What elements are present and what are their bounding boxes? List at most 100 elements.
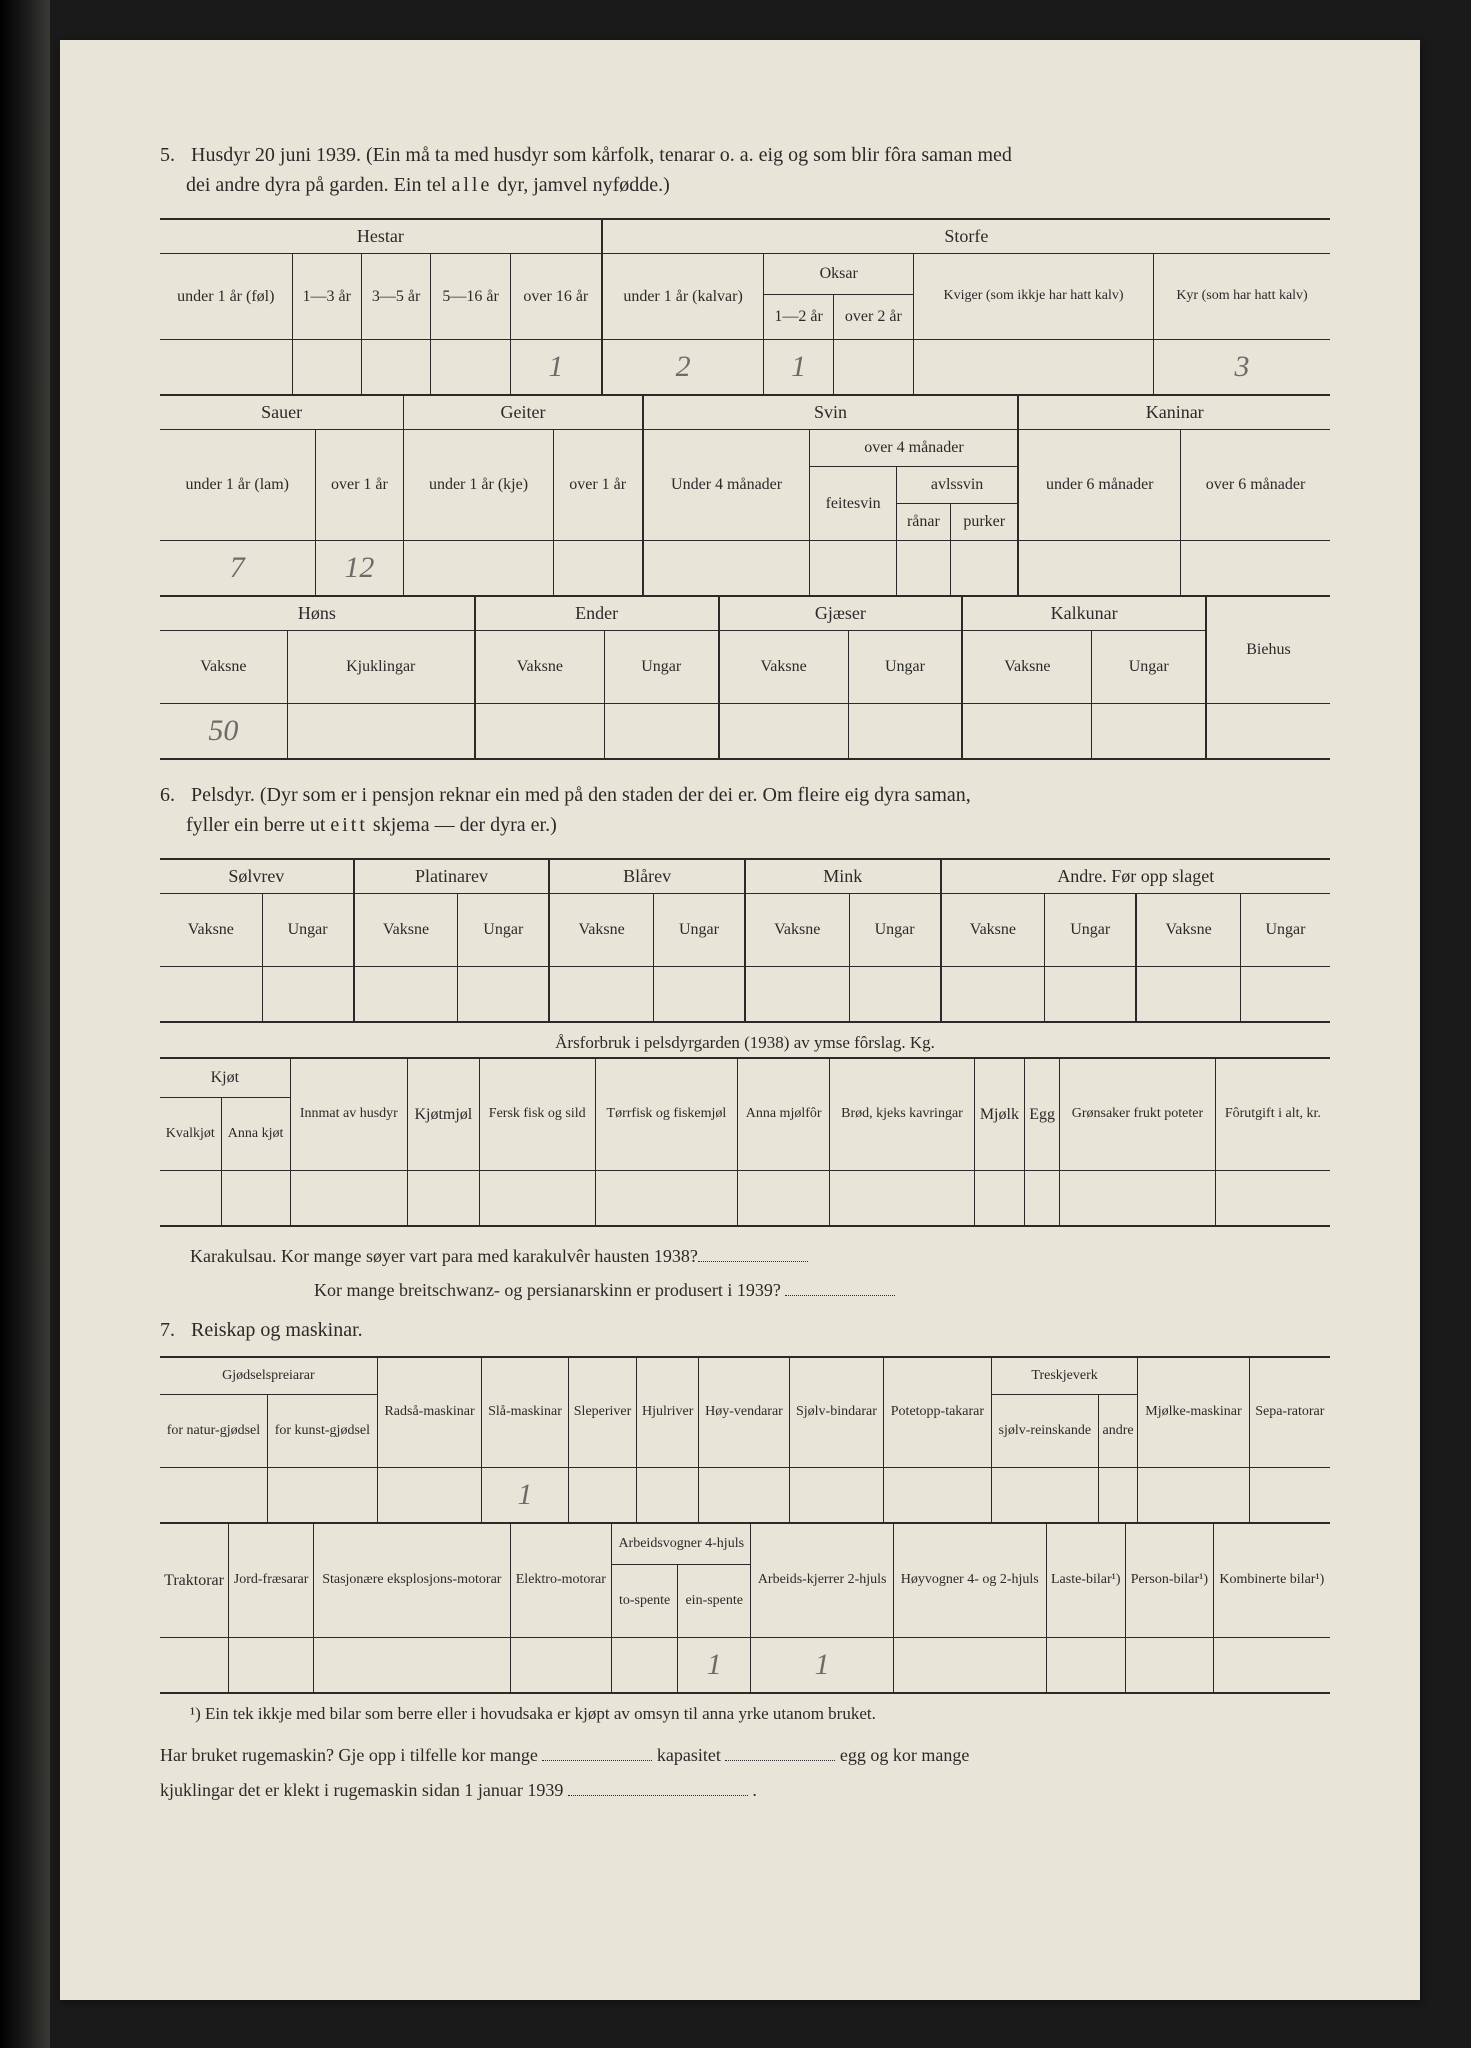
v-fersk	[479, 1171, 595, 1227]
section-7-number: 7.	[160, 1319, 186, 1342]
v-treska	[1098, 1468, 1138, 1524]
v-ein: 1	[678, 1638, 751, 1694]
c-pv: Vaksne	[354, 894, 458, 967]
val-hest-13	[292, 340, 361, 396]
col-geit-o1: over 1 år	[553, 430, 643, 541]
v-laste	[1046, 1638, 1125, 1694]
col-ev: Vaksne	[475, 631, 605, 704]
table-hons: Høns Ender Gjæser Kalkunar Biehus Vaksne…	[160, 597, 1330, 760]
c-bu: Ungar	[653, 894, 745, 967]
karakul-q2: Kor mange breitschwanz- og persianarskin…	[314, 1280, 781, 1300]
c-jord: Jord-fræsarar	[229, 1524, 314, 1638]
c-arb4: Arbeidsvogner 4-hjuls	[612, 1524, 751, 1565]
v-person	[1125, 1638, 1213, 1694]
fill-r1	[542, 1744, 652, 1761]
v-a1u	[1045, 967, 1137, 1023]
val-kan-o6	[1181, 541, 1330, 597]
v-annamj	[738, 1171, 830, 1227]
col-oksar: Oksar	[764, 254, 914, 295]
c-kjot: Kjøt	[160, 1058, 290, 1098]
c-person: Person-bilar¹)	[1125, 1524, 1213, 1638]
table-feed: Kjøt Innmat av husdyr Kjøtmjøl Fersk fis…	[160, 1057, 1330, 1227]
c-kval: Kvalkjøt	[160, 1098, 221, 1171]
v-mjolk	[974, 1171, 1024, 1227]
v-jord	[229, 1638, 314, 1694]
c-anna: Anna kjøt	[221, 1098, 290, 1171]
col-hest-o16: over 16 år	[510, 254, 601, 340]
section-7-title: Reiskap og maskinar.	[191, 1319, 363, 1341]
fill-r2	[725, 1744, 835, 1761]
section-6-text-line2a: fyller ein berre ut	[186, 814, 330, 836]
c-pu: Ungar	[458, 894, 550, 967]
v-hoyv	[893, 1638, 1046, 1694]
v-innmat	[290, 1171, 407, 1227]
v-komb	[1213, 1638, 1330, 1694]
col-hest-516: 5—16 år	[431, 254, 511, 340]
v-slaa: 1	[482, 1468, 569, 1524]
grp-plat: Platinarev	[354, 859, 550, 894]
karakul-q1: Karakulsau. Kor mange søyer vart para me…	[190, 1246, 698, 1266]
val-hest-516	[431, 340, 511, 396]
c-torr: Tørrfisk og fiskemjøl	[595, 1058, 737, 1171]
section-5-number: 5.	[160, 140, 186, 170]
val-hest-o16: 1	[510, 340, 601, 396]
v-mv	[745, 967, 849, 1023]
val-hest-u1	[160, 340, 292, 396]
v-kunst	[267, 1468, 377, 1524]
col-feit: feitesvin	[810, 467, 896, 541]
c-gron: Grønsaker frukt poteter	[1060, 1058, 1216, 1171]
col-oksar-o2: over 2 år	[833, 295, 913, 340]
v-pu	[458, 967, 550, 1023]
col-hest-35: 3—5 år	[361, 254, 430, 340]
section-5-heading: 5. Husdyr 20 juni 1939. (Ein må ta med h…	[160, 140, 1330, 200]
fill-r3	[568, 1778, 748, 1795]
col-sau-u1: under 1 år (lam)	[160, 430, 315, 541]
v-potet	[884, 1468, 992, 1524]
c-mu: Ungar	[849, 894, 941, 967]
c-hoyv: Høyvogner 4- og 2-hjuls	[893, 1524, 1046, 1638]
c-laste: Laste-bilar¹)	[1046, 1524, 1125, 1638]
rq1b: kapasitet	[657, 1745, 721, 1765]
section-6-heading: 6. Pelsdyr. (Dyr som er i pensjon reknar…	[160, 780, 1330, 840]
val-purker	[951, 541, 1019, 597]
val-svin-u4	[643, 541, 810, 597]
v-bu	[653, 967, 745, 1023]
val-geit-o1	[553, 541, 643, 597]
v-mjolke	[1138, 1468, 1249, 1524]
c-trak: Traktorar	[160, 1524, 229, 1638]
v-hjul	[637, 1468, 699, 1524]
col-kv: Vaksne	[962, 631, 1092, 704]
table-reiskap-b: Traktorar Jord-fræsarar Stasjonære ekspl…	[160, 1524, 1330, 1694]
v-a1v	[941, 967, 1045, 1023]
v-stasj	[314, 1638, 511, 1694]
v-trak	[160, 1638, 229, 1694]
table-sauer-svin: Sauer Geiter Svin Kaninar under 1 år (la…	[160, 396, 1330, 597]
v-pv	[354, 967, 458, 1023]
val-biehus	[1206, 704, 1330, 760]
c-natur: for natur-gjødsel	[160, 1395, 267, 1468]
v-a2u	[1240, 967, 1330, 1023]
col-kan-o6: over 6 månader	[1181, 430, 1330, 541]
c-gjod: Gjødselspreiarar	[160, 1357, 377, 1395]
c-a2u: Ungar	[1240, 894, 1330, 967]
grp-hestar: Hestar	[160, 219, 602, 254]
c-rads: Radså-maskinar	[377, 1357, 481, 1468]
col-avl: avlssvin	[896, 467, 1018, 504]
col-svin-u4: Under 4 månader	[643, 430, 810, 541]
c-sjolv: Sjølv-bindarar	[789, 1357, 883, 1468]
c-su: Ungar	[262, 894, 354, 967]
rugemaskin-question: Har bruket rugemaskin? Gje opp i tilfell…	[160, 1738, 1330, 1806]
grp-storfe: Storfe	[602, 219, 1330, 254]
val-oksar-12: 1	[764, 340, 833, 396]
c-stasj: Stasjonære eksplosjons-motorar	[314, 1524, 511, 1638]
grp-kalk: Kalkunar	[962, 597, 1206, 631]
val-hons-k	[287, 704, 475, 760]
val-ranar	[896, 541, 950, 597]
section-5-text-line2b: dyr, jamvel nyfødde.)	[492, 174, 669, 196]
c-hjul: Hjulriver	[637, 1357, 699, 1468]
val-ender-v	[475, 704, 605, 760]
c-egg: Egg	[1025, 1058, 1060, 1171]
section-6-text-line2b: skjema — der dyra er.)	[368, 814, 557, 836]
val-kje	[404, 541, 553, 597]
section-6-text-line1: Pelsdyr. (Dyr som er i pensjon reknar ei…	[191, 784, 971, 806]
